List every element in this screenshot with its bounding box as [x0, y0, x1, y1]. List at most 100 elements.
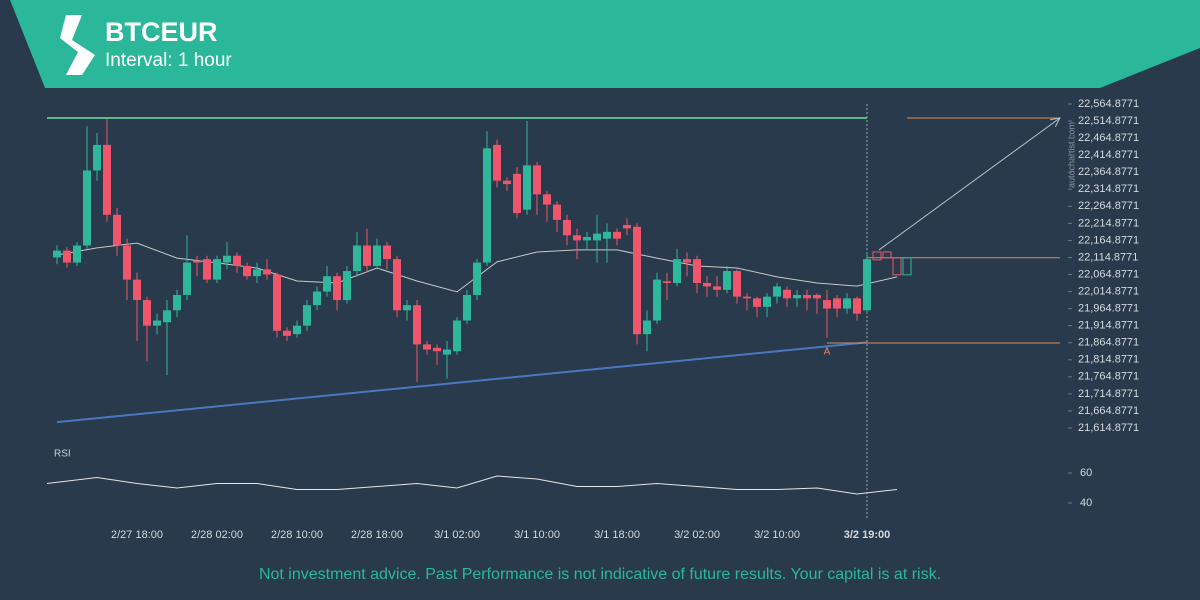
- candle-body: [373, 245, 381, 266]
- x-tick-label: 2/28 18:00: [351, 529, 403, 541]
- candle-body: [803, 294, 811, 299]
- candle-body: [673, 259, 681, 284]
- y-tick-label: 21,714.8771: [1078, 388, 1139, 400]
- y-tick-label: 22,564.8771: [1078, 98, 1139, 110]
- candle-body: [253, 269, 261, 277]
- y-tick-label: 22,414.8771: [1078, 149, 1139, 161]
- candle-body: [423, 344, 431, 350]
- chart-title: BTCEUR: [105, 17, 218, 47]
- candle-body: [283, 330, 291, 336]
- y-tick-label: 22,114.8771: [1078, 251, 1138, 263]
- header-cut: [0, 0, 45, 88]
- candle-body: [203, 259, 211, 280]
- candle-body: [163, 310, 171, 323]
- y-tick-label: 22,014.8771: [1078, 285, 1139, 297]
- x-tick-label: 2/28 02:00: [191, 529, 243, 541]
- forecast-candle: [902, 257, 912, 276]
- candle-body: [213, 259, 221, 280]
- candle-body: [823, 300, 831, 309]
- candle-body: [443, 349, 451, 355]
- chart-subtitle: Interval: 1 hour: [105, 50, 232, 71]
- candle-body: [483, 148, 491, 263]
- candle-body: [603, 231, 611, 239]
- candle-body: [523, 165, 531, 210]
- pattern-label: A: [824, 347, 831, 358]
- candle-body: [403, 305, 411, 311]
- y-tick-label: 22,214.8771: [1078, 217, 1139, 229]
- candle-body: [123, 245, 131, 280]
- candle-body: [753, 298, 761, 307]
- candle-body: [223, 255, 231, 263]
- candle-body: [363, 245, 371, 266]
- candle-body: [133, 279, 141, 301]
- x-tick-label: 3/2 02:00: [674, 529, 720, 541]
- candle-body: [113, 214, 121, 246]
- y-tick-label: 22,064.8771: [1078, 268, 1139, 280]
- arrow-head: [1050, 117, 1061, 127]
- candle-body: [693, 259, 701, 284]
- candle-body: [573, 235, 581, 241]
- candle-body: [343, 271, 351, 301]
- forecast-arrow: [878, 117, 1061, 251]
- candle-body: [333, 276, 341, 301]
- candle-body: [633, 226, 641, 335]
- candle-body: [713, 286, 721, 290]
- y-tick-label: 21,764.8771: [1078, 371, 1139, 383]
- logo: [60, 15, 95, 75]
- candle-body: [293, 325, 301, 335]
- candle-body: [703, 283, 711, 287]
- y-tick-label: 22,514.8771: [1078, 115, 1139, 127]
- y-tick-label: 21,664.8771: [1078, 405, 1139, 417]
- candle-body: [393, 259, 401, 311]
- candle-body: [763, 296, 771, 307]
- candle-body: [623, 225, 631, 229]
- candle-body: [73, 245, 81, 263]
- candle-body: [843, 298, 851, 309]
- candle-body: [593, 233, 601, 241]
- candle-body: [613, 231, 621, 239]
- y-tick-label: 22,464.8771: [1078, 132, 1139, 144]
- y-tick-label: 21,814.8771: [1078, 354, 1139, 366]
- rsi-tick-label: 40: [1080, 497, 1092, 509]
- y-tick-label: 21,614.8771: [1078, 422, 1139, 434]
- candle-body: [273, 274, 281, 331]
- y-tick-label: 21,914.8771: [1078, 320, 1139, 332]
- x-tick-label: 2/27 18:00: [111, 529, 163, 541]
- candle-body: [473, 262, 481, 295]
- candle-body: [313, 291, 321, 306]
- candle-body: [743, 296, 751, 299]
- candle-body: [413, 305, 421, 345]
- candle-body: [833, 298, 841, 309]
- candle-body: [453, 320, 461, 352]
- x-tick-label: 3/2 19:00: [844, 529, 890, 541]
- x-tick-label: 2/28 10:00: [271, 529, 323, 541]
- candle-body: [643, 320, 651, 335]
- candle-body: [463, 294, 471, 321]
- rsi-label: RSI: [54, 449, 71, 460]
- x-tick-label: 3/1 10:00: [514, 529, 560, 541]
- candle-body: [243, 265, 251, 277]
- x-tick-label: 3/2 10:00: [754, 529, 800, 541]
- candle-body: [143, 300, 151, 326]
- candle-body: [723, 271, 731, 290]
- candle-body: [863, 259, 871, 311]
- candle-body: [533, 165, 541, 195]
- candle-body: [543, 194, 551, 205]
- y-tick-label: 22,364.8771: [1078, 166, 1139, 178]
- rsi-tick-label: 60: [1080, 467, 1092, 479]
- y-tick-label: 21,864.8771: [1078, 337, 1139, 349]
- candle-body: [783, 289, 791, 299]
- candle-body: [683, 259, 691, 263]
- candle-body: [773, 286, 781, 297]
- candle-body: [53, 250, 61, 258]
- x-tick-label: 3/1 02:00: [434, 529, 480, 541]
- candle-body: [83, 170, 91, 246]
- candle-body: [173, 294, 181, 311]
- candle-body: [793, 294, 801, 299]
- candle-body: [263, 269, 271, 275]
- candle-body: [563, 219, 571, 236]
- disclaimer: Not investment advice. Past Performance …: [259, 566, 941, 583]
- candle-body: [153, 320, 161, 326]
